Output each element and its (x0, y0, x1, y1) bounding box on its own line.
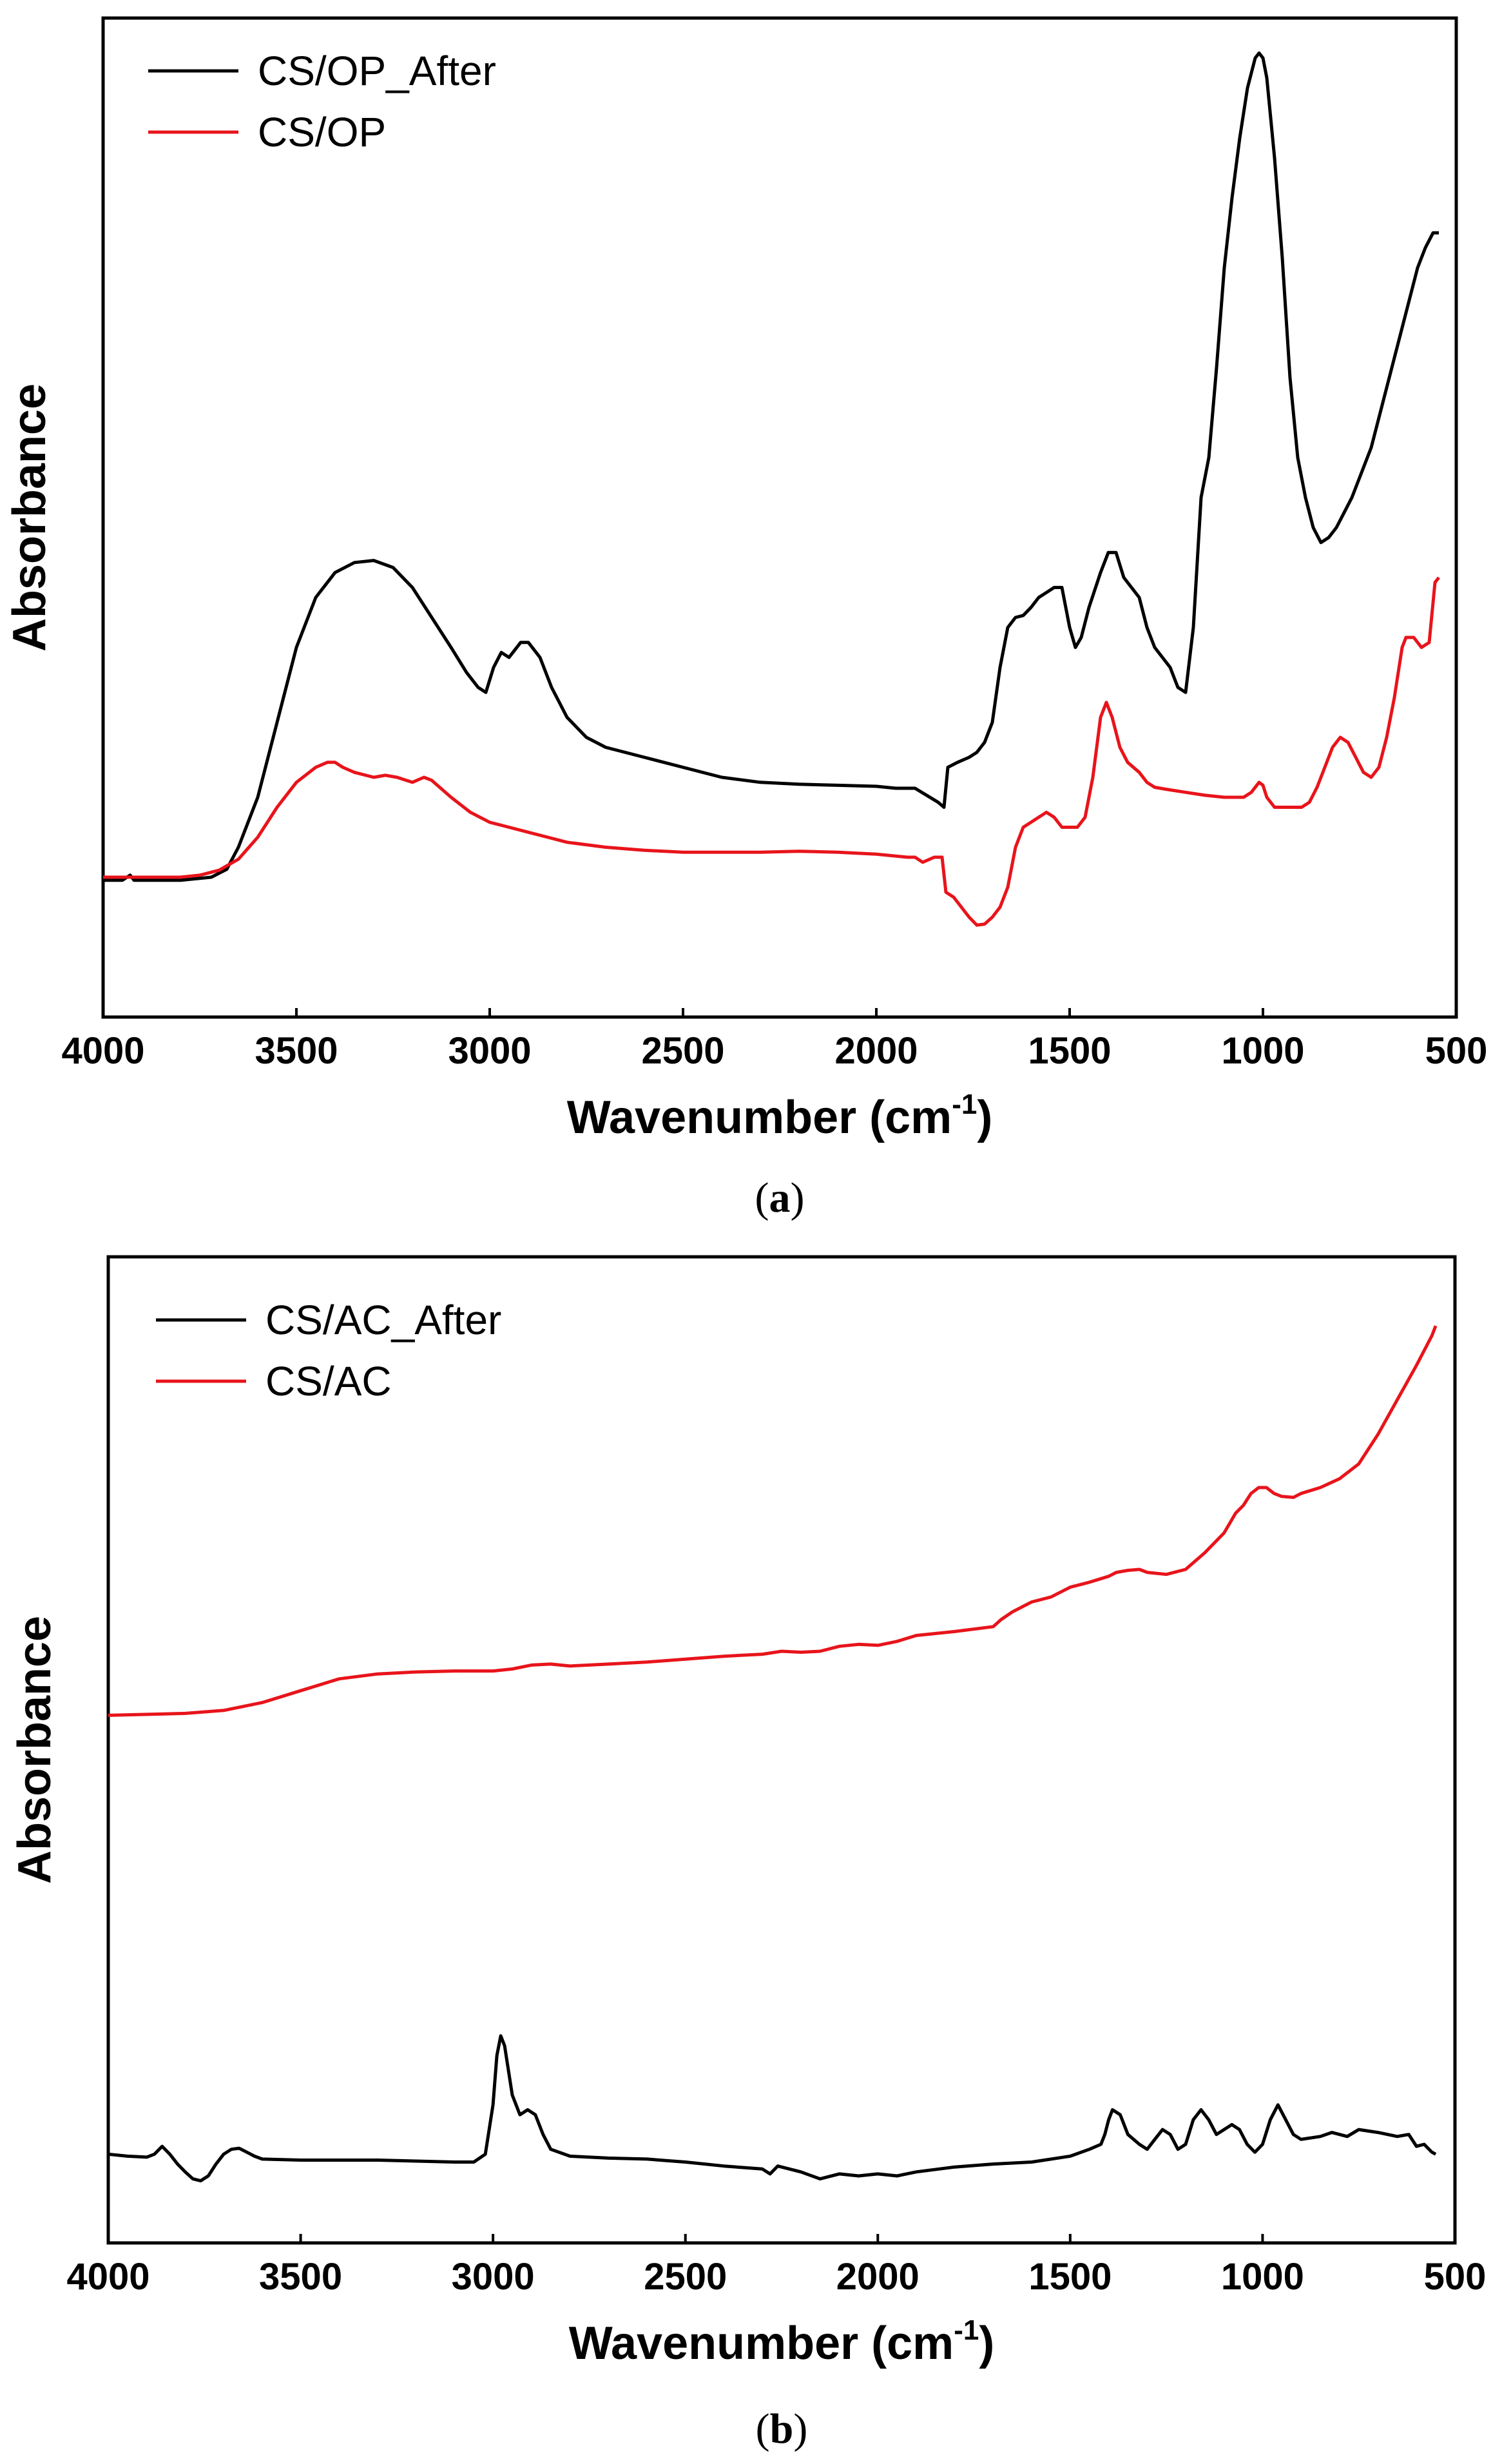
x-axis-title: Wavenumber (cm-1) (567, 1089, 993, 1143)
panel-a: 4000 3500 3000 2500 2000 1500 1000 500 Wavenumbe… (4, 16, 1488, 1221)
x-tick-label: 3500 (255, 1030, 338, 1072)
x-tick-label: 1000 (1221, 2256, 1304, 2298)
plot-frame (106, 1255, 1457, 2245)
series-line-cs-ac-after (108, 2034, 1437, 2183)
x-axis-title: Wavenumber (cm-1) (569, 2314, 995, 2369)
panel-label: (b) (756, 2405, 808, 2452)
series-line-cs-op-after (103, 51, 1439, 882)
x-tick-label: 2000 (836, 2256, 919, 2298)
y-axis-title: Absorbance (9, 1616, 61, 1884)
legend-label: CS/AC_After (265, 1297, 501, 1343)
x-tick-label: 3000 (448, 1030, 531, 1072)
x-tick-label: 2500 (644, 2256, 727, 2298)
plot-frame (101, 16, 1458, 1019)
x-tick-label: 1500 (1028, 1030, 1111, 1072)
series-line-cs-op (103, 576, 1440, 927)
x-tick-label: 2000 (834, 1030, 918, 1072)
x-tick-label: 3000 (452, 2256, 535, 2298)
x-tick-label: 500 (1425, 1030, 1488, 1072)
x-tick-label: 1500 (1028, 2256, 1112, 2298)
x-tick-label: 1000 (1221, 1030, 1304, 1072)
panel-b: 4000 3500 3000 2500 2000 1500 1000 500 Wavenumbe… (9, 1255, 1487, 2452)
x-tick-label: 500 (1424, 2256, 1487, 2298)
legend-label: CS/OP_After (258, 48, 496, 94)
series-line-cs-ac (108, 1325, 1438, 1717)
legend-label: CS/OP (258, 109, 386, 155)
x-tick-label: 4000 (61, 1030, 144, 1072)
x-tick-label: 3500 (259, 2256, 342, 2298)
legend-label: CS/AC (265, 1358, 392, 1404)
x-tick-label: 2500 (641, 1030, 724, 1072)
x-tick-label: 4000 (66, 2256, 149, 2298)
y-axis-title: Absorbance (4, 383, 55, 652)
panel-label: (a) (755, 1174, 805, 1221)
